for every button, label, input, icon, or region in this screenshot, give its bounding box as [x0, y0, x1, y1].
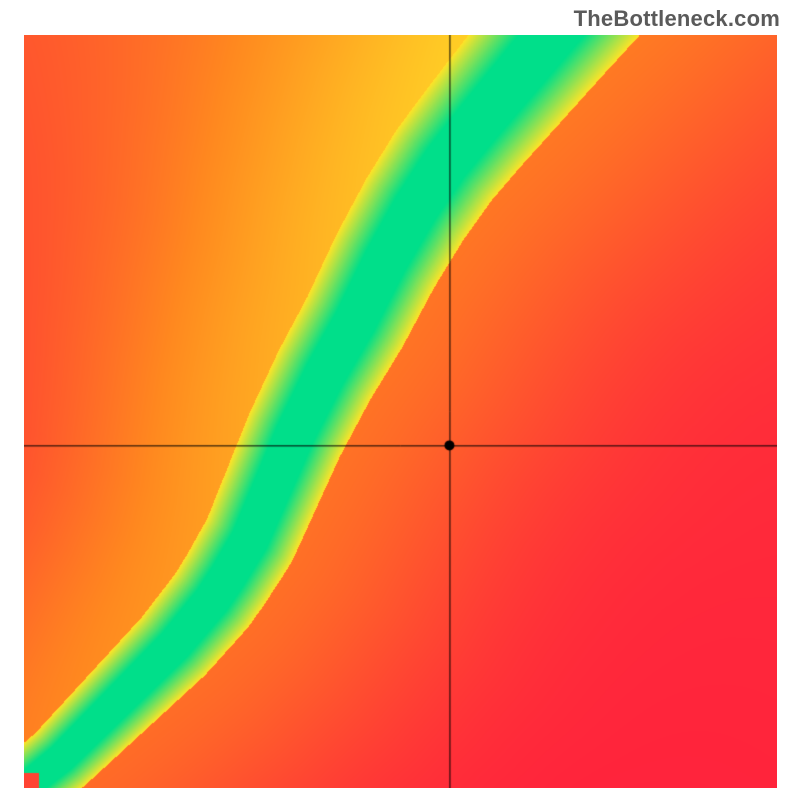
- bottleneck-heatmap: [24, 35, 777, 788]
- watermark-text: TheBottleneck.com: [574, 6, 780, 32]
- heatmap-canvas: [24, 35, 777, 788]
